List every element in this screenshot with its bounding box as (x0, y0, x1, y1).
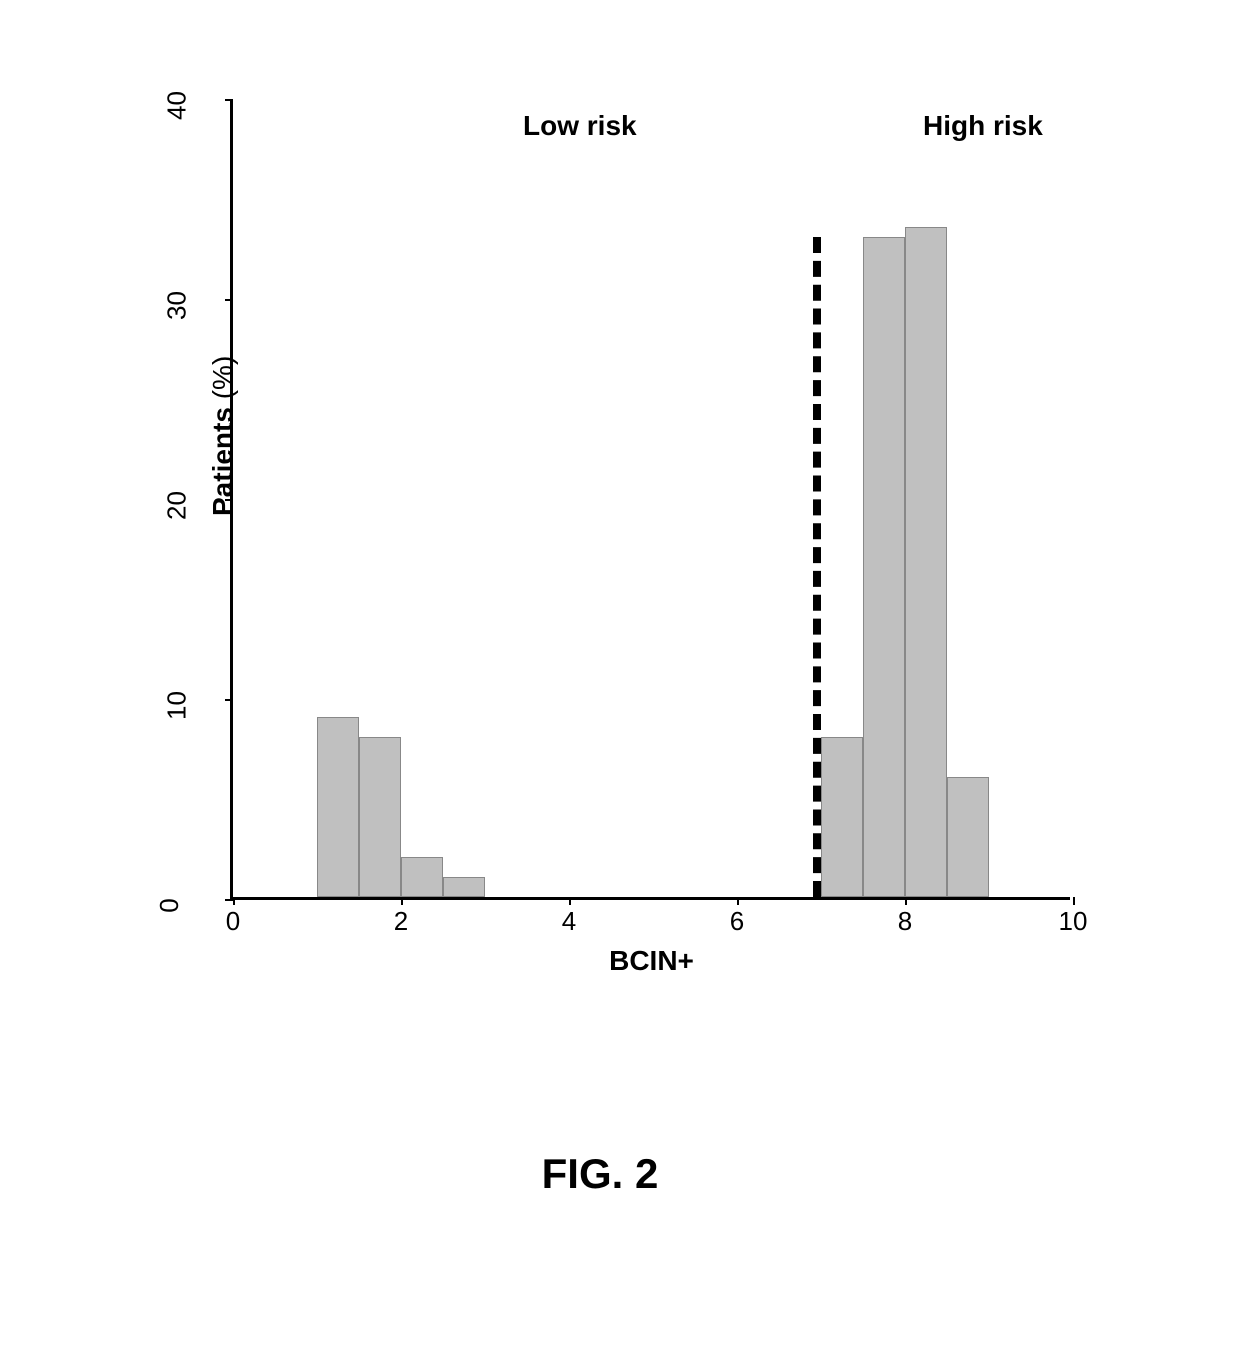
annotation-high-risk: High risk (923, 110, 1043, 142)
y-tick (225, 299, 233, 301)
bar (317, 717, 359, 897)
divider-line (813, 237, 821, 897)
bar (905, 227, 947, 897)
y-tick-label: 20 (161, 491, 192, 520)
x-axis-label: BCIN+ (609, 945, 694, 977)
bar (947, 777, 989, 897)
bar (443, 877, 485, 897)
bar (401, 857, 443, 897)
y-tick-label: 10 (161, 691, 192, 720)
y-tick (225, 899, 233, 901)
y-tick (225, 699, 233, 701)
x-tick (737, 897, 739, 905)
x-tick (401, 897, 403, 905)
y-axis-label: Patients (%) (207, 356, 239, 516)
y-tick (225, 99, 233, 101)
x-tick-label: 0 (226, 906, 240, 937)
x-tick (1073, 897, 1075, 905)
figure-label: FIG. 2 (542, 1150, 659, 1198)
x-tick (905, 897, 907, 905)
y-tick-label: 0 (154, 898, 185, 912)
plot-area: 0 10 20 30 40 0 2 4 6 8 10 (230, 100, 1070, 900)
y-tick-label: 30 (161, 291, 192, 320)
chart-container: 0 10 20 30 40 0 2 4 6 8 10 (100, 80, 1100, 1080)
x-tick-label: 4 (562, 906, 576, 937)
x-tick-label: 2 (394, 906, 408, 937)
x-tick-label: 10 (1059, 906, 1088, 937)
x-tick (233, 897, 235, 905)
annotation-low-risk: Low risk (523, 110, 637, 142)
y-axis-label-unit: (%) (207, 356, 238, 400)
bar (863, 237, 905, 897)
y-tick-label: 40 (161, 91, 192, 120)
x-tick-label: 8 (898, 906, 912, 937)
bar (359, 737, 401, 897)
y-axis-label-main: Patients (207, 407, 238, 516)
x-tick (569, 897, 571, 905)
bar (821, 737, 863, 897)
x-tick-label: 6 (730, 906, 744, 937)
